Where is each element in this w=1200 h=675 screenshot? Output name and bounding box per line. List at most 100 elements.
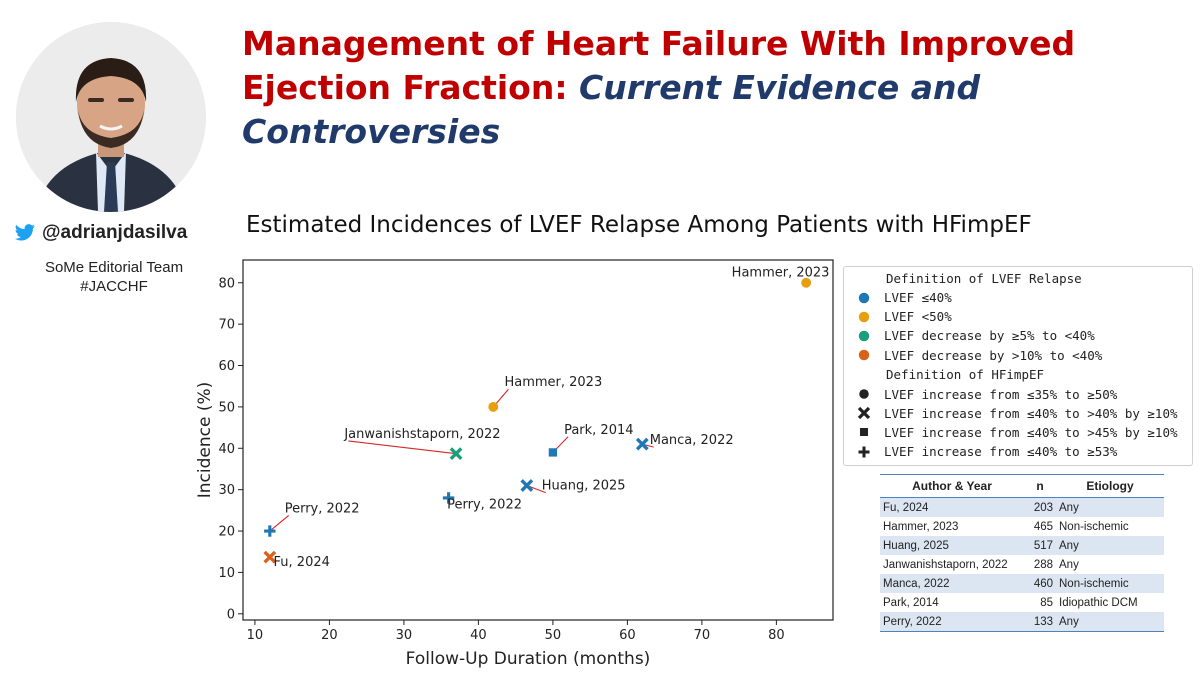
twitter-bird-icon <box>14 224 35 241</box>
y-tick-label: 0 <box>227 607 235 622</box>
cell-n: 203 <box>1024 497 1056 517</box>
x-tick-label: 60 <box>619 628 636 643</box>
legend-shape <box>858 446 870 458</box>
data-point: Janwanishstaporn, 2022 <box>343 427 501 461</box>
point-label: Perry, 2022 <box>447 497 522 512</box>
point-marker <box>264 525 276 537</box>
y-tick-label: 50 <box>218 400 235 415</box>
y-tick-label: 30 <box>218 483 235 498</box>
table-row: Janwanishstaporn, 2022 288 Any <box>880 555 1164 574</box>
legend-marker <box>859 389 869 399</box>
legend-item-relapse: LVEF decrease by ≥5% to <40% <box>844 326 1095 345</box>
data-point: Hammer, 2023 <box>732 266 829 288</box>
data-point: Manca, 2022 <box>635 433 734 451</box>
data-point: Fu, 2024 <box>263 550 330 570</box>
point-marker <box>263 550 277 564</box>
legend-relapse-header: Definition of LVEF Relapse <box>886 271 1082 286</box>
legend-label: LVEF increase from ≤40% to ≥53% <box>884 444 1118 460</box>
cell-author: Park, 2014 <box>883 596 939 609</box>
legend-label: LVEF increase from ≤40% to >45% by ≥10% <box>884 424 1178 440</box>
x-tick-label: 10 <box>247 628 264 643</box>
y-tick-label: 20 <box>218 525 235 540</box>
legend-marker <box>858 311 870 322</box>
avatar <box>16 22 206 212</box>
x-tick-label: 40 <box>470 628 487 643</box>
legend-item-relapse: LVEF ≤40% <box>844 288 952 307</box>
cell-etiology: Any <box>1056 497 1164 517</box>
point-label: Manca, 2022 <box>650 433 734 448</box>
point-marker <box>488 401 499 412</box>
cell-n: 85 <box>1040 596 1053 609</box>
cell-author: Fu, 2024 <box>880 497 1024 517</box>
title-subtitle: Current Evidence and Controversies <box>242 68 981 151</box>
scatter-chart: 10 20 30 40 50 60 70 80 0 10 20 30 40 50 60 70 80 Follow-… <box>195 259 834 669</box>
legend-dot <box>858 292 870 303</box>
legend-item-hfimpef: LVEF increase from ≤35% to ≥50% <box>844 385 1117 404</box>
legend-marker <box>857 407 871 420</box>
annotation-leader <box>348 440 457 455</box>
author-photo <box>16 22 206 212</box>
chart-title: Estimated Incidences of LVEF Relapse Amo… <box>246 212 1032 238</box>
point-label: Janwanishstaporn, 2022 <box>343 427 500 442</box>
legend-dot <box>858 330 870 342</box>
table-row: Manca, 2022 460 Non-ischemic <box>880 574 1164 593</box>
table-row: Fu, 2024 203 Any <box>880 497 1164 517</box>
cell-n: 517 <box>1024 536 1056 555</box>
cell-author: Janwanishstaporn, 2022 <box>883 558 1008 571</box>
plot-frame <box>242 259 834 621</box>
legend-item-hfimpef: LVEF increase from ≤40% to >40% by ≥10% <box>844 404 1178 423</box>
data-point: Hammer, 2023 <box>488 375 602 412</box>
y-tick-label: 60 <box>218 359 235 374</box>
legend-shape <box>857 407 871 420</box>
page-title: Management of Heart Failure With Improve… <box>242 22 1142 154</box>
y-tick-label: 80 <box>218 276 235 291</box>
cell-etiology: Any <box>1059 558 1079 571</box>
cell-author: Hammer, 2023 <box>883 520 959 533</box>
legend-marker <box>860 428 868 437</box>
cell-n: 133 <box>1024 612 1056 632</box>
y-tick-label: 10 <box>218 566 235 581</box>
study-table: Author & Year n Etiology Fu, 2024 203 Any … <box>880 474 1164 632</box>
point-label: Fu, 2024 <box>274 555 330 570</box>
annotation-leader <box>269 514 290 532</box>
legend-item-relapse: LVEF <50% <box>844 307 952 326</box>
y-tick-label: 40 <box>218 442 235 457</box>
cell-etiology: Idiopathic DCM <box>1059 596 1138 609</box>
table-header-row: Author & Year n Etiology <box>880 474 1164 498</box>
x-tick-label: 80 <box>768 628 785 643</box>
x-tick-label: 20 <box>321 628 338 643</box>
chart-legend: Definition of LVEF Relapse LVEF ≤40% LVEF… <box>843 266 1193 466</box>
cell-etiology: Any <box>1056 612 1164 632</box>
legend-item-relapse: LVEF decrease by >10% to <40% <box>844 346 1102 365</box>
legend-label: LVEF ≤40% <box>884 290 952 305</box>
editorial-team: SoMe Editorial Team #JACCHF <box>14 258 214 296</box>
table-header-author: Author & Year <box>880 474 1024 498</box>
cell-author: Perry, 2022 <box>880 612 1024 632</box>
cell-n: 460 <box>1024 574 1056 593</box>
table-header-etiology: Etiology <box>1056 474 1164 498</box>
data-point: Perry, 2022 <box>264 501 360 537</box>
y-tick-label: 70 <box>218 318 235 333</box>
x-tick-label: 50 <box>545 628 562 643</box>
legend-label: LVEF increase from ≤35% to ≥50% <box>884 386 1118 402</box>
legend-label: LVEF <50% <box>884 309 952 325</box>
twitter-handle[interactable]: @adrianjdasilva <box>14 222 214 244</box>
legend-shape <box>860 428 868 437</box>
x-tick-label: 70 <box>694 628 711 643</box>
legend-dot <box>858 349 870 361</box>
point-marker <box>520 479 534 492</box>
team-line-1: SoMe Editorial Team <box>44 259 184 276</box>
cell-etiology: Non-ischemic <box>1059 520 1129 533</box>
data-point: Park, 2014 <box>548 423 634 457</box>
point-label: Park, 2014 <box>564 423 633 438</box>
point-marker <box>635 437 649 451</box>
point-label: Hammer, 2023 <box>504 375 602 390</box>
point-marker <box>449 447 463 461</box>
point-label: Perry, 2022 <box>285 501 360 516</box>
cell-etiology: Any <box>1056 536 1164 555</box>
cell-author: Huang, 2025 <box>880 536 1024 555</box>
team-line-2: #JACCHF <box>80 278 148 295</box>
point-marker <box>548 448 558 457</box>
legend-label: LVEF decrease by ≥5% to <40% <box>884 328 1095 344</box>
x-axis-label: Follow-Up Duration (months) <box>406 649 651 669</box>
